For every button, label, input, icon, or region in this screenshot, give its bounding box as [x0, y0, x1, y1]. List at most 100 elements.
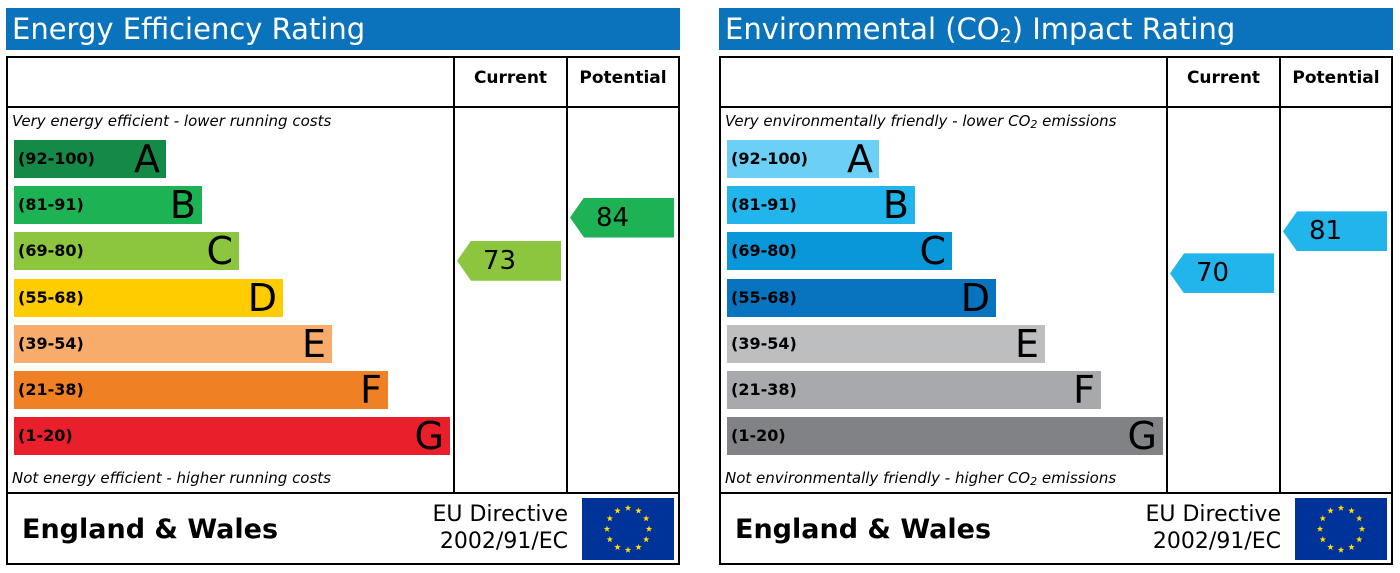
column-divider	[1279, 58, 1281, 494]
eu-star	[1316, 525, 1324, 532]
current-rating-arrow: 73	[457, 240, 561, 281]
eu-star	[1337, 546, 1345, 553]
footer-divider	[721, 492, 1391, 494]
potential-rating-arrow: 81	[1283, 211, 1387, 252]
eu-star	[624, 546, 632, 553]
bottom-caption: Not environmentally friendly - higher CO…	[725, 469, 1117, 488]
band-range-label: (81-91)	[18, 195, 84, 215]
eu-star	[642, 536, 650, 543]
band-letter-label: D	[960, 275, 990, 320]
rating-band-b: (81-91) B	[727, 183, 915, 228]
band-letter-label: D	[247, 275, 277, 320]
band-letter-label: E	[1014, 321, 1039, 366]
current-rating-value: 70	[1196, 258, 1230, 289]
band-range-label: (39-54)	[731, 333, 797, 353]
environmental-impact-panel: Environmental (CO2) Impact Rating Curren…	[719, 8, 1393, 565]
directive-line-1: EU Directive	[1145, 502, 1281, 527]
eu-star	[624, 504, 632, 511]
rating-band-f: (21-38) F	[14, 371, 388, 409]
band-range-label: (1-20)	[731, 426, 786, 446]
band-range-label: (21-38)	[731, 380, 797, 399]
eu-flag-icon	[1295, 498, 1387, 560]
eu-star	[635, 543, 642, 550]
current-rating-arrow: 70	[1170, 253, 1274, 294]
footer-directive: EU Directive 2002/91/EC	[432, 501, 568, 555]
band-letter-label: E	[301, 321, 326, 366]
eu-star	[1327, 543, 1334, 550]
band-letter-label: C	[919, 229, 946, 274]
potential-rating-arrow: 84	[570, 197, 674, 238]
environmental-impact-title: Environmental (CO2) Impact Rating	[719, 8, 1393, 50]
energy-efficiency-title: Energy Efficiency Rating	[6, 8, 680, 50]
rating-band-g: (1-20) G	[14, 414, 450, 459]
band-range-label: (55-68)	[731, 287, 797, 307]
band-range-label: (1-20)	[18, 426, 73, 446]
header-divider	[8, 106, 678, 108]
current-column-header: Current	[473, 68, 548, 88]
eu-star	[614, 543, 621, 550]
band-letter-label: B	[169, 183, 196, 228]
header-divider	[721, 106, 1391, 108]
band-range-label: (21-38)	[18, 380, 84, 399]
rating-band-a: (92-100) A	[727, 140, 879, 178]
rating-band-a: (92-100) A	[14, 140, 166, 178]
potential-column-header: Potential	[579, 68, 667, 88]
rating-band-d: (55-68) D	[727, 275, 996, 320]
rating-band-g: (1-20) G	[727, 414, 1163, 459]
energy-efficiency-panel: Energy Efficiency Rating Current Potenti…	[6, 8, 680, 565]
rating-band-e: (39-54) E	[14, 321, 332, 366]
band-letter-label: F	[360, 368, 382, 412]
rating-band-b: (81-91) B	[14, 183, 202, 228]
eu-star	[642, 515, 650, 522]
rating-band-d: (55-68) D	[14, 275, 283, 320]
band-range-label: (69-80)	[731, 241, 797, 261]
footer-region: England & Wales	[735, 514, 992, 545]
eu-star	[645, 525, 653, 532]
top-caption: Very energy efficient - lower running co…	[12, 112, 332, 130]
directive-line-2: 2002/91/EC	[439, 529, 568, 554]
rating-band-c: (69-80) C	[14, 229, 239, 274]
potential-rating-value: 84	[596, 202, 630, 233]
eu-flag-icon	[582, 498, 674, 560]
bottom-caption: Not energy efficient - higher running co…	[12, 469, 331, 487]
band-letter-label: G	[1127, 414, 1157, 459]
eu-star	[1319, 536, 1327, 543]
rating-band-c: (69-80) C	[727, 229, 952, 274]
eu-star	[1337, 504, 1345, 511]
environmental-impact-chart-frame: Current Potential Very environmentally f…	[719, 56, 1393, 565]
band-range-label: (55-68)	[18, 287, 84, 307]
directive-line-2: 2002/91/EC	[1152, 529, 1281, 554]
band-range-label: (81-91)	[731, 195, 797, 215]
rating-band-e: (39-54) E	[727, 321, 1045, 366]
eu-star	[1355, 536, 1363, 543]
band-letter-label: A	[134, 137, 160, 181]
top-caption: Very environmentally friendly - lower CO…	[725, 112, 1117, 131]
footer-region: England & Wales	[22, 514, 279, 545]
band-range-label: (39-54)	[18, 333, 84, 353]
eu-star	[1327, 507, 1334, 514]
band-range-label: (92-100)	[18, 149, 95, 168]
eu-star	[606, 536, 614, 543]
footer-divider	[8, 492, 678, 494]
potential-column-header: Potential	[1292, 68, 1380, 88]
eu-star	[1348, 543, 1355, 550]
directive-line-1: EU Directive	[432, 502, 568, 527]
eu-star	[1358, 525, 1366, 532]
band-letter-label: B	[882, 183, 909, 228]
eu-star	[1319, 515, 1327, 522]
band-letter-label: C	[206, 229, 233, 274]
eu-star	[1355, 515, 1363, 522]
footer-directive: EU Directive 2002/91/EC	[1145, 501, 1281, 555]
band-letter-label: A	[847, 137, 873, 181]
band-letter-label: G	[414, 414, 444, 459]
current-column-header: Current	[1186, 68, 1261, 88]
column-divider	[453, 58, 455, 494]
rating-band-f: (21-38) F	[727, 371, 1101, 409]
current-rating-value: 73	[483, 245, 517, 276]
energy-efficiency-chart-frame: Current Potential Very energy efficient …	[6, 56, 680, 565]
band-range-label: (92-100)	[731, 149, 808, 168]
eu-star	[614, 507, 621, 514]
eu-star	[603, 525, 611, 532]
potential-rating-value: 81	[1309, 216, 1343, 247]
column-divider	[566, 58, 568, 494]
